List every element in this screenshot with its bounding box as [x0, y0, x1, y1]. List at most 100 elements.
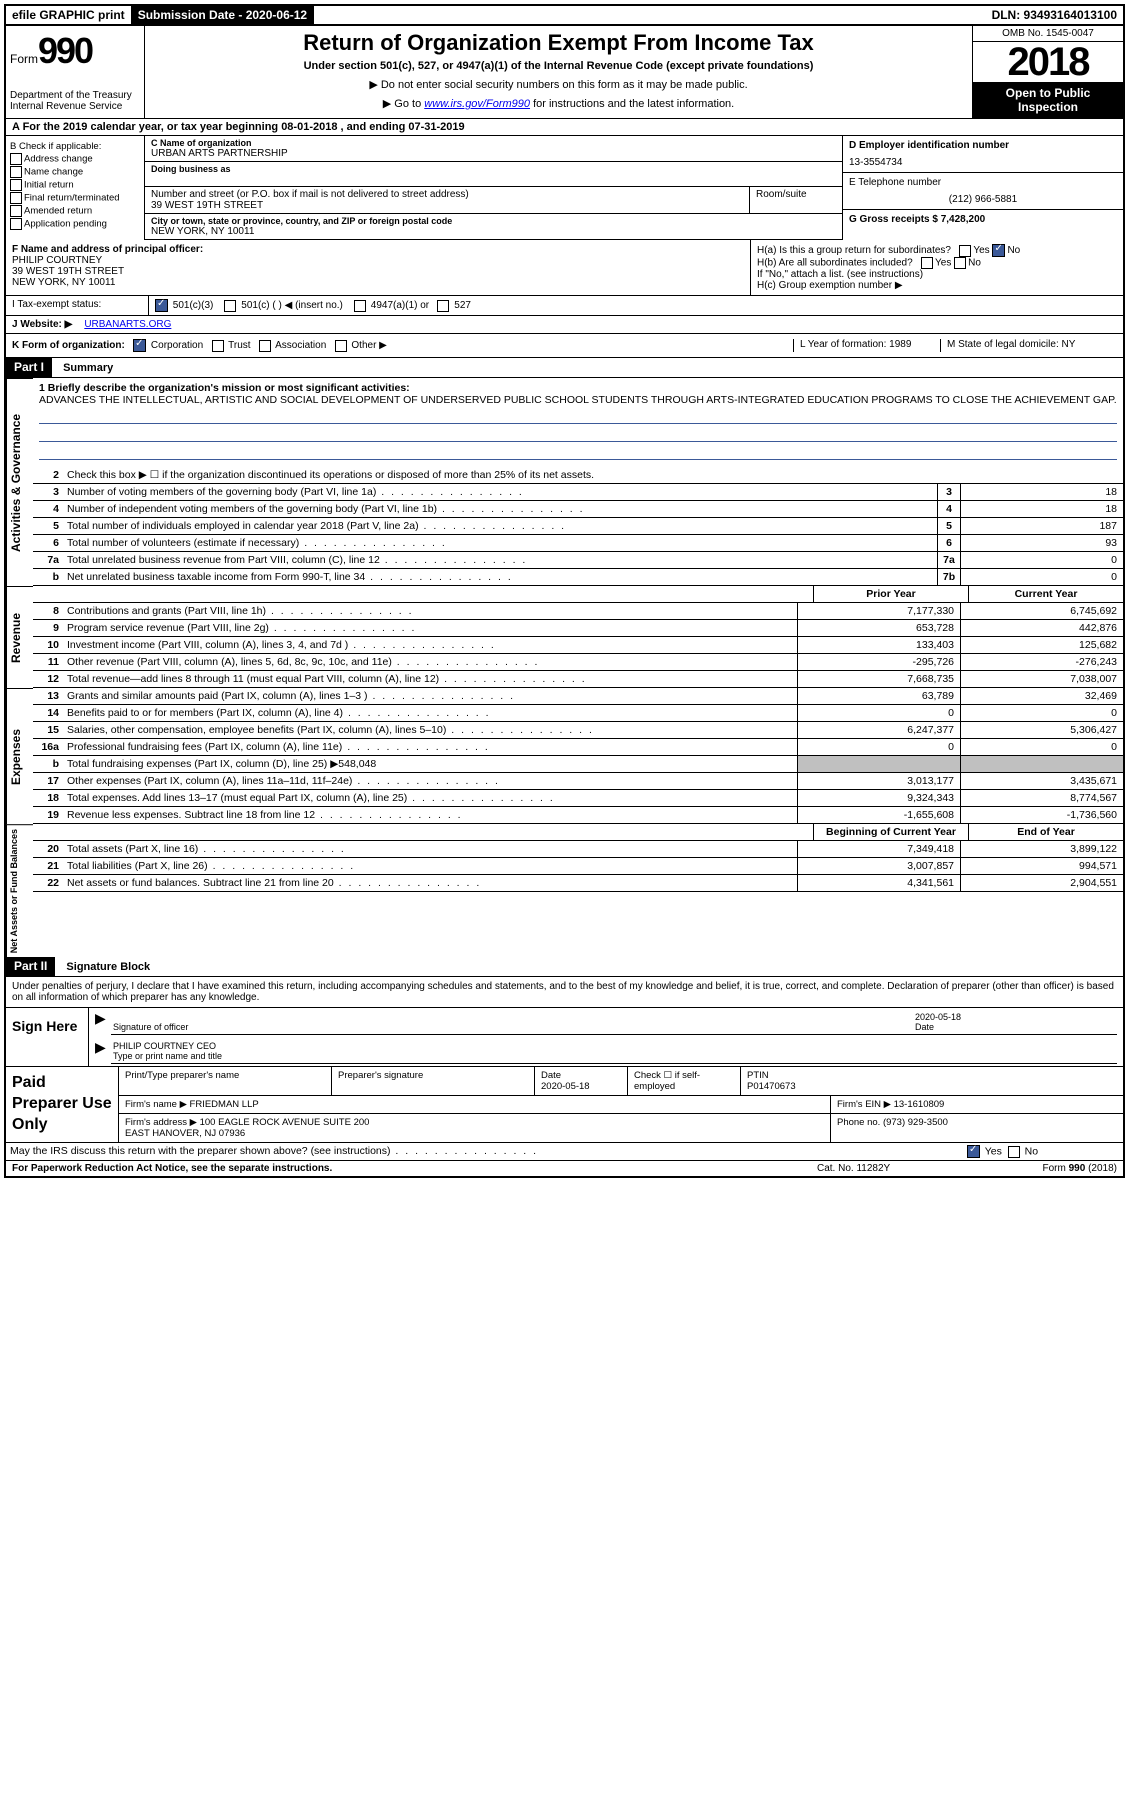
gross-receipts: G Gross receipts $ 7,428,200 — [849, 214, 1117, 225]
discuss-text: May the IRS discuss this return with the… — [10, 1145, 391, 1157]
officer-addr2: NEW YORK, NY 10011 — [12, 277, 744, 288]
prep-selfemp: Check ☐ if self-employed — [628, 1067, 741, 1095]
subtitle: Under section 501(c), 527, or 4947(a)(1)… — [149, 60, 968, 72]
officer-name: PHILIP COURTNEY — [12, 255, 744, 266]
block-b-hdr: B Check if applicable: — [10, 141, 140, 152]
prep-ptin: PTIN P01470673 — [741, 1067, 1123, 1095]
header-left: Form990 Department of the Treasury Inter… — [6, 26, 145, 118]
form-number: 990 — [38, 30, 92, 71]
sig-block-label: Signature Block — [58, 961, 150, 973]
block-c: C Name of organization URBAN ARTS PARTNE… — [145, 136, 842, 240]
summary-label: Summary — [55, 362, 113, 374]
col-end: End of Year — [968, 824, 1123, 840]
dba-lbl: Doing business as — [151, 164, 836, 174]
officer-addr1: 39 WEST 19TH STREET — [12, 266, 744, 277]
sign-here-block: Sign Here ▶ Signature of officer 2020-05… — [6, 1008, 1123, 1067]
open-to-public: Open to Public Inspection — [973, 82, 1123, 118]
form-container: efile GRAPHIC print Submission Date - 20… — [4, 4, 1125, 1178]
phone-lbl: E Telephone number — [849, 177, 1117, 188]
tax-status-row: I Tax-exempt status: 501(c)(3) 501(c) ( … — [6, 296, 1123, 316]
opt-amended[interactable]: Amended return — [10, 205, 140, 217]
efile-label: efile GRAPHIC print — [6, 6, 132, 24]
website-lbl: J Website: ▶ — [6, 316, 78, 333]
year: 2018 — [973, 42, 1123, 82]
part2-label: Part II — [6, 957, 55, 976]
street: 39 WEST 19TH STREET — [151, 200, 743, 211]
state-domicile: M State of legal domicile: NY — [940, 339, 1117, 352]
part2-hdr: Part II Signature Block — [6, 957, 1123, 977]
k-lbl: K Form of organization: — [12, 340, 125, 351]
sign-here: Sign Here — [6, 1008, 89, 1066]
city: NEW YORK, NY 10011 — [151, 226, 836, 237]
discuss-row: May the IRS discuss this return with the… — [6, 1143, 1123, 1161]
line2: Check this box ▶ ☐ if the organization d… — [63, 467, 1123, 483]
netassets-section: Net Assets or Fund Balances Beginning of… — [6, 824, 1123, 957]
footer-left: For Paperwork Reduction Act Notice, see … — [12, 1163, 817, 1174]
tab-governance: Activities & Governance — [6, 378, 33, 586]
website-url[interactable]: URBANARTS.ORG — [78, 316, 177, 333]
mission-lbl: 1 Briefly describe the organization's mi… — [39, 382, 410, 394]
section-fh: F Name and address of principal officer:… — [6, 240, 1123, 296]
firm-addr: Firm's address ▶ 100 EAGLE ROCK AVENUE S… — [119, 1114, 831, 1142]
hc: H(c) Group exemption number ▶ — [757, 280, 1117, 291]
part1-hdr: Part I Summary — [6, 358, 1123, 378]
block-deg: D Employer identification number 13-3554… — [842, 136, 1123, 240]
irs-link[interactable]: www.irs.gov/Form990 — [424, 98, 530, 110]
sig-date: 2020-05-18 — [915, 1012, 961, 1022]
mission-text: ADVANCES THE INTELLECTUAL, ARTISTIC AND … — [39, 394, 1117, 406]
header-row: Form990 Department of the Treasury Inter… — [6, 26, 1123, 119]
opt-name[interactable]: Name change — [10, 166, 140, 178]
k-opts: K Form of organization: Corporation Trus… — [12, 339, 793, 352]
ein-lbl: D Employer identification number — [849, 140, 1117, 151]
governance-section: Activities & Governance 1 Briefly descri… — [6, 378, 1123, 586]
form-k-row: K Form of organization: Corporation Trus… — [6, 334, 1123, 358]
header-right: OMB No. 1545-0047 2018 Open to Public In… — [973, 26, 1123, 118]
sig-declaration: Under penalties of perjury, I declare th… — [6, 977, 1123, 1008]
footer: For Paperwork Reduction Act Notice, see … — [6, 1161, 1123, 1176]
sig-of-lbl: Signature of officer — [113, 1022, 188, 1032]
tab-revenue: Revenue — [6, 586, 33, 688]
line-a: A For the 2019 calendar year, or tax yea… — [6, 119, 1123, 136]
tab-expenses: Expenses — [6, 688, 33, 824]
f-lbl: F Name and address of principal officer: — [12, 244, 744, 255]
prep-name-lbl: Print/Type preparer's name — [119, 1067, 332, 1095]
hb: H(b) Are all subordinates included? — [757, 258, 913, 269]
ein: 13-3554734 — [849, 157, 1117, 168]
opt-pending[interactable]: Application pending — [10, 218, 140, 230]
prep-date: Date 2020-05-18 — [535, 1067, 628, 1095]
revenue-section: Revenue Prior YearCurrent Year 8Contribu… — [6, 586, 1123, 688]
hb-note: If "No," attach a list. (see instruction… — [757, 269, 1117, 280]
title: Return of Organization Exempt From Incom… — [149, 30, 968, 56]
opt-final[interactable]: Final return/terminated — [10, 192, 140, 204]
c-name-lbl: C Name of organization — [151, 138, 836, 148]
city-lbl: City or town, state or province, country… — [151, 216, 836, 226]
phone: (212) 966-5881 — [849, 194, 1117, 205]
blocks-bcdefg: B Check if applicable: Address change Na… — [6, 136, 1123, 240]
block-h: H(a) Is this a group return for subordin… — [751, 240, 1123, 295]
opt-address[interactable]: Address change — [10, 153, 140, 165]
col-begin: Beginning of Current Year — [813, 824, 968, 840]
opt-initial[interactable]: Initial return — [10, 179, 140, 191]
dln: DLN: 93493164013100 — [314, 6, 1123, 24]
year-formation: L Year of formation: 1989 — [793, 339, 940, 352]
header-mid: Return of Organization Exempt From Incom… — [145, 26, 973, 118]
street-lbl: Number and street (or P.O. box if mail i… — [151, 189, 743, 200]
part1-label: Part I — [6, 358, 52, 377]
note2-pre: ▶ Go to — [383, 98, 424, 110]
prep-sig-lbl: Preparer's signature — [332, 1067, 535, 1095]
paid-label: Paid Preparer Use Only — [6, 1067, 119, 1142]
top-bar: efile GRAPHIC print Submission Date - 20… — [6, 6, 1123, 26]
tab-netassets: Net Assets or Fund Balances — [6, 824, 33, 957]
col-current: Current Year — [968, 586, 1123, 602]
note2-post: for instructions and the latest informat… — [530, 98, 734, 110]
paid-preparer-block: Paid Preparer Use Only Print/Type prepar… — [6, 1067, 1123, 1143]
org-name: URBAN ARTS PARTNERSHIP — [151, 148, 836, 159]
dept: Department of the Treasury Internal Reve… — [10, 90, 140, 112]
tax-lbl: I Tax-exempt status: — [6, 296, 149, 315]
line-16b: Total fundraising expenses (Part IX, col… — [63, 756, 797, 772]
footer-cat: Cat. No. 11282Y — [817, 1163, 977, 1174]
firm-phone: Phone no. (973) 929-3500 — [831, 1114, 1123, 1142]
firm-ein: Firm's EIN ▶ 13-1610809 — [831, 1096, 1123, 1113]
website-row: J Website: ▶ URBANARTS.ORG — [6, 316, 1123, 334]
officer-sig-name: PHILIP COURTNEY CEO — [113, 1041, 216, 1051]
